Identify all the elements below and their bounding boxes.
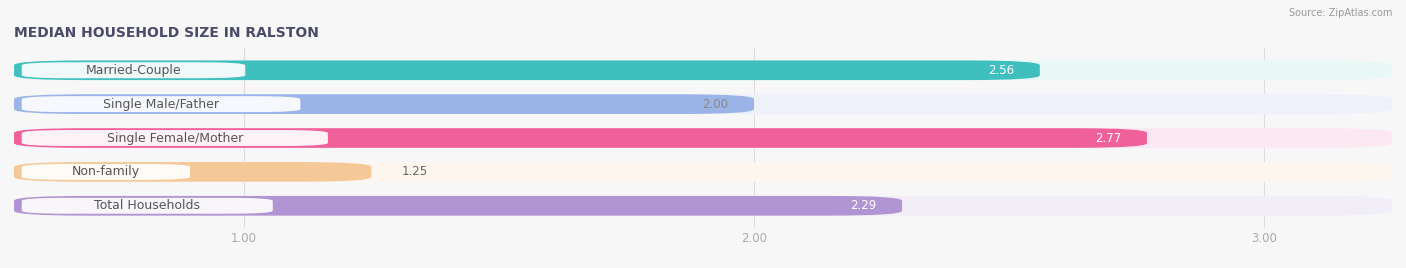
FancyBboxPatch shape [14, 162, 371, 182]
Text: Single Female/Mother: Single Female/Mother [107, 132, 243, 144]
Text: Married-Couple: Married-Couple [86, 64, 181, 77]
FancyBboxPatch shape [21, 164, 190, 180]
Text: Source: ZipAtlas.com: Source: ZipAtlas.com [1288, 8, 1392, 18]
FancyBboxPatch shape [21, 130, 328, 146]
FancyBboxPatch shape [14, 196, 903, 215]
Text: Total Households: Total Households [94, 199, 200, 212]
Text: Non-family: Non-family [72, 165, 141, 178]
FancyBboxPatch shape [21, 96, 301, 112]
FancyBboxPatch shape [14, 61, 1392, 80]
FancyBboxPatch shape [14, 61, 1040, 80]
FancyBboxPatch shape [21, 62, 245, 78]
FancyBboxPatch shape [14, 162, 1392, 182]
Text: 2.00: 2.00 [703, 98, 728, 111]
FancyBboxPatch shape [14, 196, 1392, 215]
FancyBboxPatch shape [14, 128, 1147, 148]
Text: MEDIAN HOUSEHOLD SIZE IN RALSTON: MEDIAN HOUSEHOLD SIZE IN RALSTON [14, 26, 319, 40]
FancyBboxPatch shape [14, 94, 1392, 114]
Text: 2.77: 2.77 [1095, 132, 1122, 144]
Text: 2.29: 2.29 [851, 199, 876, 212]
Text: 1.25: 1.25 [402, 165, 427, 178]
FancyBboxPatch shape [21, 198, 273, 214]
Text: 2.56: 2.56 [988, 64, 1014, 77]
FancyBboxPatch shape [14, 128, 1392, 148]
FancyBboxPatch shape [14, 94, 754, 114]
Text: Single Male/Father: Single Male/Father [103, 98, 219, 111]
